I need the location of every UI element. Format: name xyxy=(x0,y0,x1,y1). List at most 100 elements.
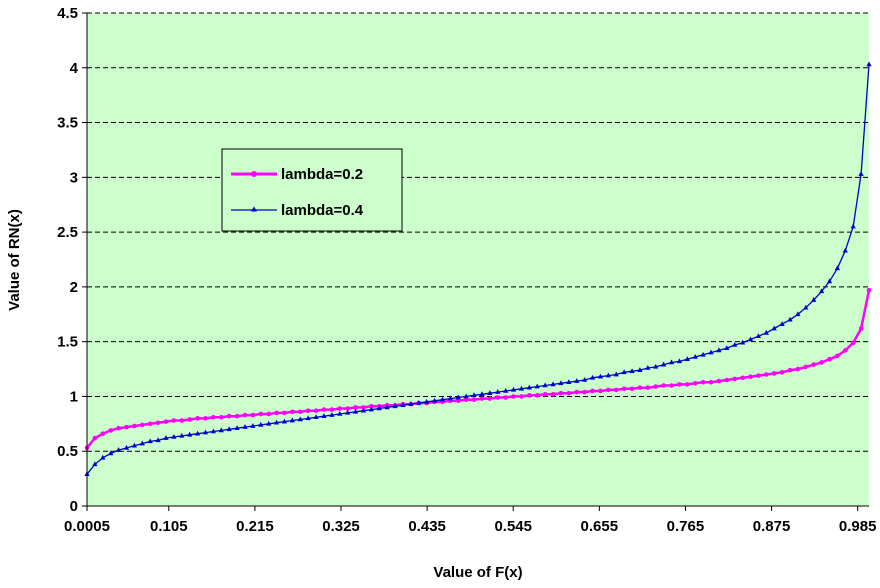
data-point xyxy=(677,382,682,387)
data-point xyxy=(511,394,516,399)
y-tick-label: 0.5 xyxy=(57,443,78,460)
data-point xyxy=(748,374,753,380)
data-point xyxy=(574,389,580,395)
data-point xyxy=(724,377,730,383)
data-point xyxy=(779,321,785,326)
data-point xyxy=(282,410,287,416)
x-tick-label: 0.545 xyxy=(494,518,532,535)
data-point xyxy=(779,370,785,375)
data-point xyxy=(131,442,137,448)
data-point xyxy=(147,421,153,427)
data-point xyxy=(360,407,367,413)
y-tick-label: 1.5 xyxy=(57,334,78,351)
x-tick-label: 0.435 xyxy=(408,518,446,535)
data-point xyxy=(400,402,406,408)
data-point xyxy=(250,412,256,418)
legend-label-lambda-0.2: lambda=0.2 xyxy=(281,166,363,183)
y-tick-label: 2.5 xyxy=(57,224,78,241)
data-point xyxy=(179,432,185,438)
data-point xyxy=(258,411,264,417)
data-point xyxy=(92,435,98,441)
series-line-lambda=0.2 xyxy=(86,289,871,449)
data-point xyxy=(471,392,477,398)
data-point xyxy=(558,380,564,386)
data-point xyxy=(471,397,477,403)
data-point xyxy=(100,454,106,460)
data-point xyxy=(550,381,556,387)
data-point xyxy=(589,374,596,380)
data-point xyxy=(708,349,714,355)
data-point xyxy=(685,382,690,387)
data-point xyxy=(724,345,730,351)
data-point xyxy=(661,383,666,388)
data-point xyxy=(621,386,627,392)
data-point xyxy=(313,414,319,420)
data-point xyxy=(439,396,446,402)
data-point xyxy=(605,372,611,378)
data-point xyxy=(218,427,224,433)
data-point xyxy=(337,410,343,416)
data-point xyxy=(203,416,208,421)
data-point xyxy=(550,391,556,397)
plot-area xyxy=(87,13,869,506)
data-point xyxy=(139,422,145,428)
data-point xyxy=(266,420,272,426)
data-point xyxy=(274,410,279,416)
data-point xyxy=(827,356,832,362)
data-point xyxy=(763,329,769,335)
data-point xyxy=(747,336,754,342)
y-axis-title: Value of RN(x) xyxy=(6,209,23,311)
data-point xyxy=(566,379,572,385)
data-point xyxy=(803,304,809,310)
data-point xyxy=(163,419,169,424)
data-point xyxy=(613,387,619,393)
data-point xyxy=(424,398,430,404)
data-point xyxy=(716,378,722,384)
data-point xyxy=(329,407,335,412)
data-point xyxy=(479,391,485,397)
data-point xyxy=(676,358,683,364)
data-point xyxy=(290,409,295,415)
data-point xyxy=(566,390,572,396)
data-point xyxy=(653,384,659,389)
legend-label-lambda-0.4: lambda=0.4 xyxy=(281,202,364,219)
x-tick-label: 0.875 xyxy=(753,518,791,535)
x-tick-label: 0.0005 xyxy=(64,518,110,535)
x-tick-label: 0.765 xyxy=(667,518,705,535)
data-point xyxy=(629,368,635,374)
data-point xyxy=(834,265,841,271)
data-point xyxy=(218,414,224,420)
data-point xyxy=(408,401,414,406)
y-tick-label: 3.5 xyxy=(57,115,78,132)
data-point xyxy=(519,394,524,399)
data-point xyxy=(431,397,438,403)
data-point xyxy=(787,316,793,322)
y-tick-label: 4 xyxy=(70,60,79,77)
data-point xyxy=(503,387,509,393)
data-point xyxy=(866,287,872,293)
legend: lambda=0.2 lambda=0.4 xyxy=(221,148,403,232)
data-point xyxy=(613,371,619,377)
data-point xyxy=(329,412,335,417)
data-point xyxy=(376,405,382,411)
data-point xyxy=(582,377,588,382)
x-tick-label: 0.985 xyxy=(839,518,877,535)
data-point xyxy=(771,371,777,376)
data-point xyxy=(510,386,517,392)
y-axis-ticks: 0 0.5 1 1.5 2 2.5 3 3.5 4 4.5 xyxy=(57,5,87,515)
data-point xyxy=(606,387,611,393)
data-point xyxy=(653,363,659,369)
data-point xyxy=(115,447,122,452)
data-point xyxy=(202,429,209,435)
data-point xyxy=(835,353,840,359)
data-point xyxy=(132,423,137,429)
data-point xyxy=(273,419,280,425)
data-point xyxy=(645,385,651,390)
data-point xyxy=(266,411,271,417)
data-point xyxy=(463,397,469,403)
data-point xyxy=(850,340,856,346)
data-point xyxy=(345,406,350,411)
data-point xyxy=(211,414,216,420)
data-point xyxy=(155,437,161,443)
